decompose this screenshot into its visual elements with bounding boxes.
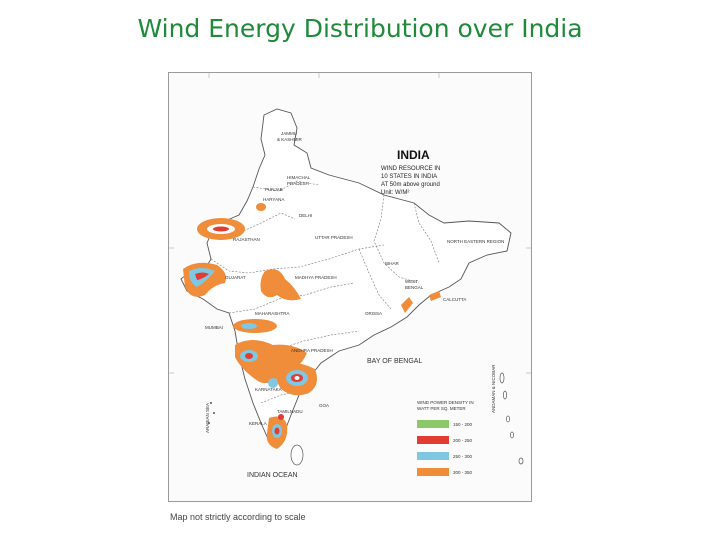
label-rajasthan: RAJASTHAN (233, 237, 260, 242)
map-subtitle: WIND RESOURCE IN 10 STATES IN INDIA AT 5… (381, 166, 440, 196)
sea-label-bay-of-bengal: BAY OF BENGAL (367, 358, 422, 365)
map-caption: Map not strictly according to scale (170, 512, 306, 522)
legend: WIND POWER DENSITY IN WATT PER SQ. METER… (417, 400, 474, 476)
map-subtitle-line-3: AT 50m above ground (381, 182, 440, 188)
label-uttar-pradesh: UTTAR PRADESH (315, 235, 353, 240)
label-mumbai: MUMBAI (205, 325, 223, 330)
label-andhra-pradesh: ANDHRA PRADESH (291, 348, 333, 353)
label-pradesh: PRADESH (287, 181, 309, 186)
label-bihar: BIHAR (385, 261, 400, 266)
label-haryana: HARYANA (263, 197, 284, 202)
legend-title-line-1: WIND POWER DENSITY IN (417, 400, 474, 405)
map-canvas: JAMMU & KASHMIR HIMACHAL PRADESH PUNJAB … (169, 73, 531, 479)
label-jammu: JAMMU (281, 131, 297, 136)
label-maharashtra: MAHARASHTRA (255, 311, 290, 316)
map-subtitle-line-1: WIND RESOURCE IN (381, 166, 440, 172)
label-madhya-pradesh: MADHYA PRADESH (295, 275, 337, 280)
label-gujarat: GUJARAT (225, 275, 246, 280)
label-west: WEST (405, 279, 418, 284)
slide-title: Wind Energy Distribution over India (137, 14, 583, 43)
map-subtitle-line-4: Unit: W/M² (381, 190, 409, 196)
andaman-islands (499, 372, 524, 465)
label-himachal: HIMACHAL (287, 175, 311, 180)
label-karnataka: KARNATAKA (255, 387, 282, 392)
label-punjab: PUNJAB (265, 187, 283, 192)
side-label-arabian-sea: ARABIAN SEA (205, 403, 210, 433)
label-goa: GOA (319, 403, 329, 408)
state-borders (210, 180, 440, 404)
label-north-eastern: NORTH EASTERN REGION (447, 239, 504, 244)
label-kerala: KERALA (249, 421, 267, 426)
label-orissa: ORISSA (365, 311, 382, 316)
legend-label-0: 150 - 200 (453, 422, 473, 427)
label-delhi: DELHI (299, 213, 312, 218)
legend-label-3: 300 - 350 (453, 470, 473, 475)
wind-zones (183, 203, 441, 449)
sri-lanka-shape (290, 444, 304, 466)
map-heading: INDIA (397, 148, 430, 162)
india-wind-map: JAMMU & KASHMIR HIMACHAL PRADESH PUNJAB … (168, 72, 532, 502)
lakshadweep-islands (208, 402, 215, 424)
legend-label-1: 200 - 250 (453, 438, 473, 443)
legend-label-2: 250 - 300 (453, 454, 473, 459)
graticule (169, 73, 531, 374)
legend-swatch-0 (417, 420, 449, 428)
legend-title-line-2: WATT PER SQ. METER (417, 406, 466, 411)
label-kashmir: & KASHMIR (277, 137, 303, 142)
wind-zone-madhya-pradesh (260, 269, 301, 301)
region-labels: JAMMU & KASHMIR HIMACHAL PRADESH PUNJAB … (205, 131, 504, 426)
label-calcutta: CALCUTTA (443, 297, 466, 302)
label-tamilnadu: TAMILNADU (277, 409, 303, 414)
label-bengal: BENGAL (405, 285, 424, 290)
side-label-andaman: ANDAMAN & NICOBAR (491, 364, 496, 413)
map-subtitle-line-2: 10 STATES IN INDIA (381, 174, 437, 180)
legend-swatch-3 (417, 468, 449, 476)
legend-swatch-2 (417, 452, 449, 460)
sea-label-indian-ocean: INDIAN OCEAN (247, 472, 298, 479)
legend-swatch-1 (417, 436, 449, 444)
